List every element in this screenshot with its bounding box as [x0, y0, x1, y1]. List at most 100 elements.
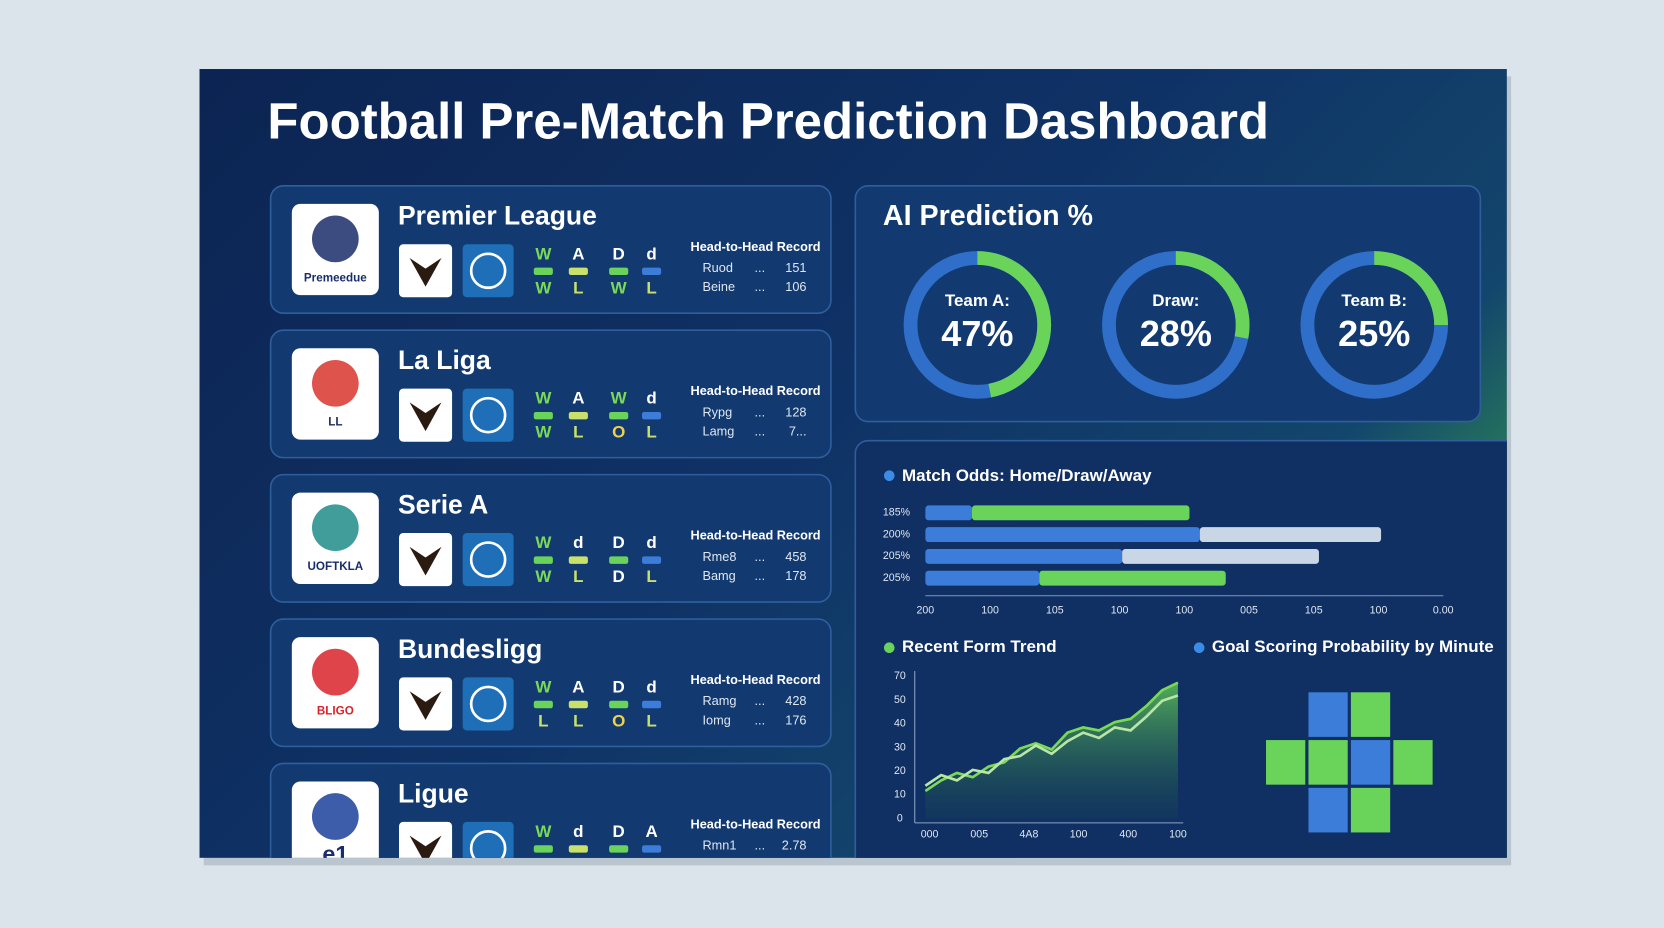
- form-letter: L: [573, 567, 583, 586]
- form-letter: W: [535, 423, 551, 442]
- h2h-value: 2.78: [782, 838, 807, 853]
- team-badge-away: [462, 677, 514, 731]
- odds-tick-label: 100: [1175, 604, 1193, 616]
- form-bar: [533, 411, 553, 420]
- y-tick-label: 0: [897, 812, 903, 824]
- h2h-label: Rme8: [703, 549, 737, 564]
- form-trend-title: Recent Form Trend: [902, 637, 1057, 656]
- form-bar: [609, 845, 629, 853]
- form-letter: d: [646, 678, 656, 697]
- form-letter: D: [613, 567, 625, 586]
- logo-emblem: [311, 793, 359, 840]
- form-bar: [568, 845, 588, 853]
- donut-arc: [1102, 251, 1250, 399]
- heat-cell: [1308, 787, 1348, 833]
- h2h-dots: ...: [755, 424, 766, 439]
- odds-bar-segment: [1199, 527, 1382, 543]
- odds-row-label: 205%: [883, 550, 911, 562]
- logo-emblem: [311, 504, 359, 552]
- y-tick-label: 10: [894, 789, 906, 801]
- h2h-value: 428: [785, 693, 806, 708]
- heat-cell: [1266, 740, 1306, 785]
- league-name: Serie A: [398, 489, 488, 519]
- team-badge-home-icon: [409, 402, 442, 432]
- h2h-value: 7...: [789, 424, 807, 439]
- donut-label: Team A:: [945, 291, 1010, 310]
- form-bar: [568, 267, 588, 276]
- h2h-title: Head-to-Head Record: [691, 816, 821, 831]
- h2h-dots: ...: [755, 568, 766, 583]
- odds-tick-label: 100: [1111, 604, 1129, 616]
- h2h-label: Ramg: [703, 693, 737, 708]
- h2h-label: Ruod: [703, 260, 733, 275]
- x-tick-label: 100: [1070, 828, 1088, 840]
- form-bar: [533, 267, 553, 276]
- h2h-label: Lamg: [703, 424, 735, 439]
- goal-probability-title: Goal Scoring Probability by Minute: [1212, 637, 1494, 656]
- h2h-title: Head-to-Head Record: [691, 383, 821, 398]
- form-letter: D: [613, 533, 625, 552]
- odds-tick-label: 105: [1046, 604, 1064, 616]
- heat-cell: [1350, 787, 1391, 833]
- odds-title: Match Odds: Home/Draw/Away: [902, 466, 1152, 485]
- odds-row-label: 200%: [883, 528, 911, 540]
- team-badge-away-icon: [469, 541, 507, 578]
- odds-bar-segment: [925, 570, 1040, 586]
- odds-bar-segment: [1039, 570, 1226, 586]
- heat-cell: [1350, 740, 1391, 785]
- form-letter: W: [535, 389, 551, 408]
- league-name: Premier League: [398, 201, 597, 231]
- h2h-dots: ...: [755, 693, 766, 708]
- donut-label: Team B:: [1341, 291, 1407, 310]
- league-name: La Liga: [398, 345, 491, 375]
- form-letter: O: [612, 712, 625, 731]
- form-letter: O: [612, 423, 625, 442]
- y-tick-label: 20: [894, 765, 906, 777]
- heat-cell: [1350, 692, 1391, 737]
- y-tick-label: 40: [894, 718, 906, 730]
- form-bar: [642, 267, 662, 276]
- heat-cell: [1393, 740, 1433, 785]
- form-bar: [568, 556, 588, 564]
- logo-text: Premeedue: [304, 271, 367, 284]
- form-bar: [609, 556, 629, 564]
- h2h-label: Rypg: [703, 404, 733, 419]
- team-badge-away: [462, 244, 514, 298]
- odds-bar-segment: [925, 548, 1123, 564]
- h2h-label: Beine: [703, 279, 736, 294]
- form-letter: A: [572, 389, 584, 408]
- team-badge-away-icon: [469, 252, 507, 290]
- form-letter: d: [646, 389, 656, 408]
- dashboard-title: Football Pre-Match Prediction Dashboard: [267, 93, 1269, 150]
- form-bar: [609, 267, 629, 276]
- odds-tick-label: 0.00: [1433, 604, 1454, 616]
- legend-dot: [883, 642, 895, 654]
- h2h-title: Head-to-Head Record: [691, 672, 821, 687]
- donut-value: 25%: [1338, 313, 1410, 354]
- logo-emblem: [311, 359, 359, 407]
- team-badge-home-icon: [409, 258, 442, 287]
- odds-bar-segment: [971, 505, 1190, 521]
- h2h-dots: ...: [755, 838, 766, 853]
- form-letter: D: [613, 244, 625, 263]
- form-letter: D: [613, 822, 625, 841]
- form-bar: [533, 556, 553, 564]
- h2h-value: 128: [785, 404, 806, 419]
- form-bar: [642, 700, 662, 709]
- h2h-dots: ...: [755, 404, 766, 419]
- h2h-title: Head-to-Head Record: [691, 528, 821, 543]
- form-bar: [533, 845, 553, 853]
- logo-emblem: [311, 648, 359, 696]
- h2h-title: Head-to-Head Record: [691, 239, 821, 254]
- form-letter: W: [611, 389, 627, 408]
- form-bar: [568, 700, 588, 709]
- form-letter: L: [646, 278, 656, 297]
- team-badge-home: [399, 821, 453, 858]
- form-letter: L: [646, 567, 656, 586]
- logo-emblem: [311, 215, 359, 263]
